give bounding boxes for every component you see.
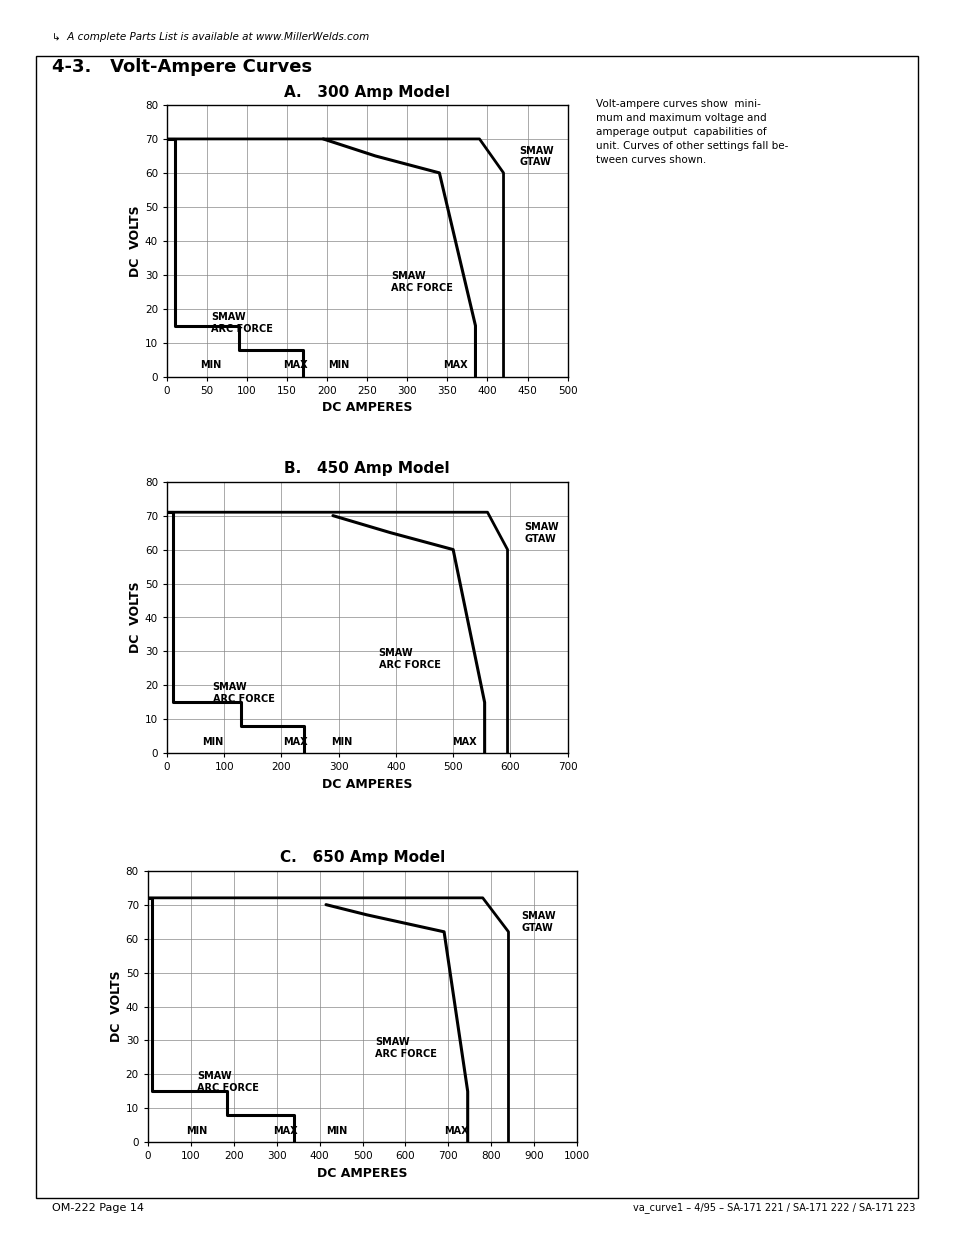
Y-axis label: DC  VOLTS: DC VOLTS [110, 971, 123, 1042]
Text: MAX: MAX [442, 359, 467, 370]
Text: SMAW
ARC FORCE: SMAW ARC FORCE [197, 1071, 259, 1093]
Text: Volt-ampere curves show  mini-
mum and maximum voltage and
amperage output  capa: Volt-ampere curves show mini- mum and ma… [596, 99, 788, 164]
Y-axis label: DC  VOLTS: DC VOLTS [129, 582, 142, 653]
Y-axis label: DC  VOLTS: DC VOLTS [129, 205, 142, 277]
Text: SMAW
ARC FORCE: SMAW ARC FORCE [378, 648, 440, 669]
Text: SMAW
GTAW: SMAW GTAW [520, 911, 556, 932]
Text: MIN: MIN [331, 736, 352, 746]
Text: SMAW
ARC FORCE: SMAW ARC FORCE [391, 272, 453, 293]
Text: MIN: MIN [187, 1125, 208, 1136]
Text: MIN: MIN [200, 359, 221, 370]
Title: C.   650 Amp Model: C. 650 Amp Model [279, 851, 445, 866]
X-axis label: DC AMPERES: DC AMPERES [317, 1167, 407, 1179]
X-axis label: DC AMPERES: DC AMPERES [322, 778, 412, 790]
Text: MAX: MAX [282, 359, 307, 370]
Text: MAX: MAX [273, 1125, 297, 1136]
Text: 4-3.   Volt-Ampere Curves: 4-3. Volt-Ampere Curves [52, 58, 313, 77]
Text: ↳  A complete Parts List is available at www.MillerWelds.com: ↳ A complete Parts List is available at … [52, 32, 370, 42]
Text: MIN: MIN [328, 359, 350, 370]
Text: OM-222 Page 14: OM-222 Page 14 [52, 1203, 144, 1213]
Text: SMAW
ARC FORCE: SMAW ARC FORCE [375, 1037, 436, 1058]
Text: MIN: MIN [326, 1125, 347, 1136]
Text: SMAW
GTAW: SMAW GTAW [519, 146, 554, 167]
X-axis label: DC AMPERES: DC AMPERES [322, 401, 412, 414]
Text: MAX: MAX [452, 736, 476, 746]
Text: MAX: MAX [283, 736, 308, 746]
Title: B.   450 Amp Model: B. 450 Amp Model [284, 462, 450, 477]
Title: A.   300 Amp Model: A. 300 Amp Model [284, 85, 450, 100]
Text: MIN: MIN [202, 736, 223, 746]
Text: MAX: MAX [443, 1125, 468, 1136]
Text: va_curve1 – 4/95 – SA-171 221 / SA-171 222 / SA-171 223: va_curve1 – 4/95 – SA-171 221 / SA-171 2… [633, 1202, 915, 1213]
Text: SMAW
GTAW: SMAW GTAW [524, 522, 558, 543]
Text: SMAW
ARC FORCE: SMAW ARC FORCE [213, 682, 274, 704]
Text: SMAW
ARC FORCE: SMAW ARC FORCE [211, 312, 273, 333]
